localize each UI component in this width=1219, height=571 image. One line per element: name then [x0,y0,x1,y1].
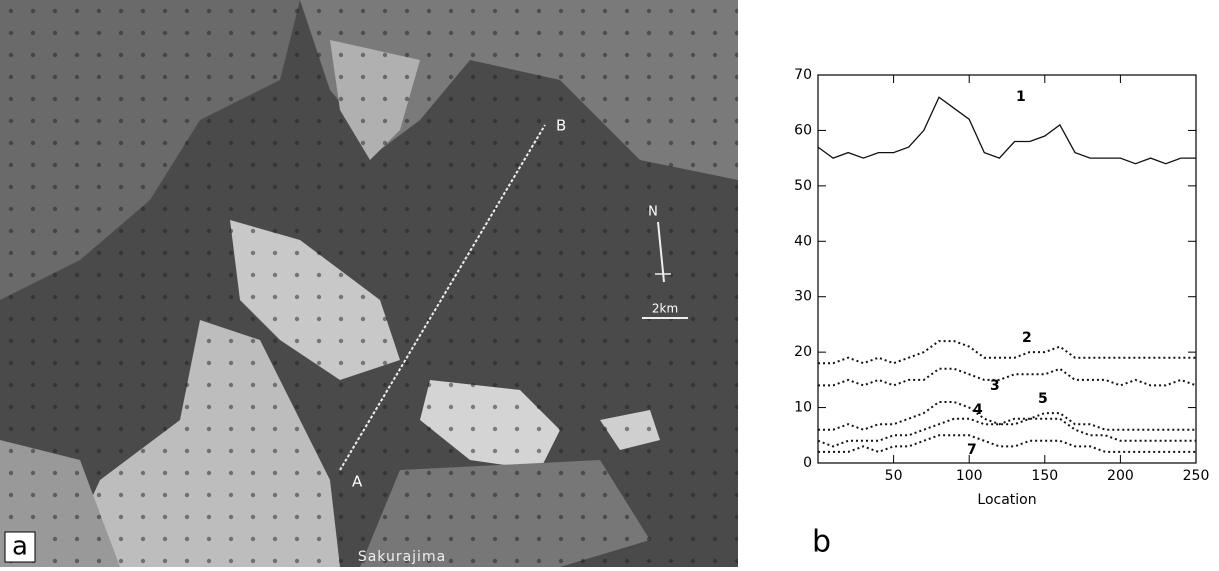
scale-label: 2km [652,302,678,316]
north-label: N [648,205,658,220]
series-line [817,96,1196,165]
y-tick-label: 50 [794,178,812,194]
series-label: 1 [1016,89,1026,105]
y-tick-label: 70 [794,67,812,83]
y-tick-label: 40 [794,233,812,249]
series-line [818,434,1196,453]
y-tick-label: 30 [794,289,812,305]
y-tick-label: 60 [794,122,812,138]
point-label: A [352,473,363,491]
y-tick-label: 0 [803,455,812,471]
x-tick-label: 100 [956,468,983,484]
series-line [818,340,1196,365]
y-tick-label: 20 [794,344,812,360]
x-tick-label: 50 [885,468,903,484]
series-line [818,401,1196,431]
panel-label: b [812,525,831,560]
series-label: 5 [1038,391,1048,407]
series-line [818,367,1197,387]
x-tick-label: 250 [1183,468,1210,484]
series-label: 3 [990,378,1000,394]
series-label: 4 [973,402,983,418]
point-label: B [556,117,566,135]
series-label: 2 [1022,330,1032,346]
series-label: 7 [967,442,977,458]
place-label: Sakurajima [358,549,446,565]
x-axis-label: Location [977,492,1036,508]
line-chart: Location b 1 2 3 4 5 7 0 10 20 30 40 50 60 70 50… [794,67,1209,560]
x-tick-label: 200 [1107,468,1134,484]
satellite-image: a Sakurajima A B N 2km [0,0,738,567]
plot-frame [817,74,1197,464]
series-line [817,417,1196,448]
y-tick-label: 10 [794,400,812,416]
x-tick-label: 150 [1031,468,1058,484]
panel-label: a [12,532,28,562]
